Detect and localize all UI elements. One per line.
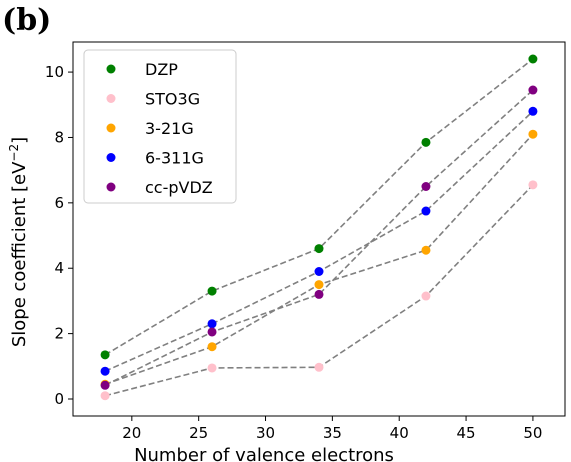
data-point (100, 366, 110, 376)
x-axis: 20 25 30 35 40 45 50 (122, 416, 542, 442)
data-point (314, 280, 324, 290)
y-axis-label: Slope coefficient [eV−2] (7, 137, 30, 347)
plot-area (100, 54, 538, 401)
legend-label: STO3G (145, 90, 200, 109)
x-tick-label: 50 (523, 424, 542, 442)
y-tick-label: 4 (54, 259, 64, 277)
data-point (528, 129, 538, 139)
y-tick-label: 0 (54, 390, 64, 408)
legend-marker (106, 123, 116, 133)
data-point (314, 362, 324, 372)
data-point (207, 327, 217, 337)
x-tick-label: 20 (122, 424, 141, 442)
data-point (100, 391, 110, 401)
legend-marker (106, 153, 116, 162)
legend-label: 6-311G (145, 149, 204, 168)
x-axis-label: Number of valence electrons (134, 445, 394, 462)
data-point (528, 85, 538, 95)
data-point (421, 206, 431, 216)
legend-label: cc-pVDZ (145, 178, 213, 197)
data-point (207, 363, 217, 373)
y-tick-label: 6 (54, 194, 64, 212)
data-point (100, 350, 110, 360)
x-tick-label: 35 (323, 424, 342, 442)
data-point (421, 137, 431, 147)
data-point (314, 244, 324, 254)
data-point (421, 291, 431, 301)
data-point (314, 289, 324, 299)
data-point (528, 106, 538, 116)
legend: DZP STO3G 3-21G 6-311G cc-pVDZ (83, 49, 237, 204)
data-point (207, 319, 217, 329)
legend-label: 3-21G (145, 119, 194, 138)
legend-marker (106, 64, 116, 74)
data-point (314, 267, 324, 276)
data-point (528, 54, 538, 64)
data-point (421, 245, 431, 255)
data-point (528, 180, 538, 190)
legend-label: DZP (145, 60, 178, 79)
y-tick-label: 10 (45, 63, 64, 81)
data-point (100, 380, 110, 390)
plot-frame (72, 41, 566, 417)
y-axis: 0 2 4 6 8 10 (45, 63, 73, 408)
y-tick-label: 8 (54, 128, 64, 146)
data-point (207, 342, 217, 352)
panel-label: (b) (2, 3, 51, 38)
data-point (421, 182, 431, 191)
x-tick-label: 25 (189, 424, 208, 442)
series-line (104, 89, 534, 386)
y-tick-label: 2 (54, 325, 64, 343)
legend-marker (106, 182, 116, 192)
legend-marker (106, 94, 116, 103)
x-tick-label: 40 (390, 424, 409, 442)
data-point (207, 286, 217, 296)
legend-frame (83, 49, 237, 204)
x-tick-label: 45 (457, 424, 476, 442)
x-tick-label: 30 (256, 424, 275, 442)
